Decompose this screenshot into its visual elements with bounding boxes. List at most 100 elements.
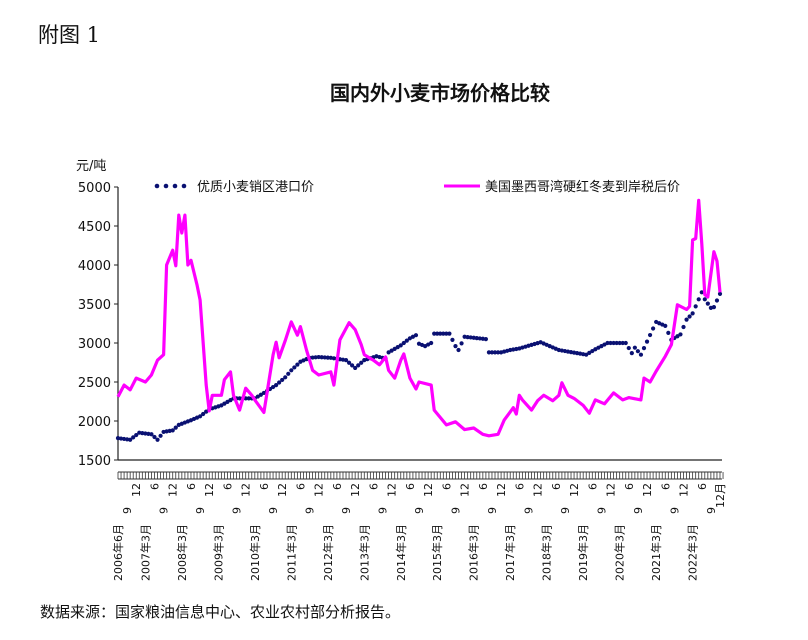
- data-point: [413, 333, 419, 338]
- data-point: [322, 355, 327, 360]
- data-point: [356, 363, 361, 368]
- data-point: [277, 380, 282, 385]
- data-point: [270, 384, 276, 390]
- data-point: [647, 332, 653, 338]
- x-tick-label: 2013年3月: [357, 524, 371, 581]
- x-tick-label: 2020年3月: [613, 524, 627, 581]
- x-tick-label: 9: [705, 507, 718, 514]
- legend-dot: [163, 183, 169, 189]
- data-point: [173, 425, 178, 430]
- data-point: [711, 305, 717, 310]
- x-tick-label: 2021年3月: [649, 524, 663, 581]
- data-point: [316, 354, 321, 360]
- x-tick-label: 9: [267, 507, 280, 514]
- legend-marker-domestic: [154, 183, 187, 189]
- data-point: [444, 331, 449, 336]
- x-tick-label: 12: [422, 483, 435, 497]
- data-point: [474, 335, 479, 341]
- x-tick-label: 9: [632, 507, 645, 514]
- x-tick-label: 9: [121, 507, 134, 514]
- x-tick-label: 6: [659, 483, 672, 490]
- data-point: [651, 326, 656, 331]
- x-tick-label: 12: [532, 483, 545, 497]
- data-point: [611, 340, 616, 346]
- data-point: [696, 297, 701, 302]
- x-tick-label: 2018年3月: [540, 524, 554, 581]
- y-axis-ticks: 1500 2000 2500 3000 3500 4000 4500 5000: [78, 181, 118, 469]
- x-tick-label: 12: [605, 483, 618, 497]
- data-point: [489, 350, 495, 355]
- x-tick-label: 6: [294, 483, 307, 490]
- data-point: [681, 324, 686, 330]
- x-tick-label: 9: [304, 507, 317, 514]
- data-point: [204, 409, 209, 414]
- x-tick-label: 9: [450, 507, 463, 514]
- data-point: [663, 323, 668, 328]
- x-tick-label: 12: [167, 483, 180, 497]
- data-point: [644, 339, 650, 344]
- data-point: [605, 340, 610, 346]
- x-tick-label: 12: [459, 483, 472, 497]
- x-tick-label: 9: [668, 507, 681, 514]
- data-point: [310, 355, 315, 360]
- x-tick-label: 12: [313, 483, 326, 497]
- x-tick-label: 12月: [714, 483, 727, 508]
- x-tick-label: 9: [158, 507, 171, 514]
- data-point: [617, 340, 622, 346]
- y-tick-label: 3500: [78, 298, 111, 313]
- x-tick-label: 9: [523, 507, 536, 514]
- legend: 优质小麦销区港口价 美国墨西哥湾硬红冬麦到岸税后价: [154, 179, 680, 195]
- data-point: [404, 338, 409, 343]
- data-point: [684, 317, 689, 322]
- data-point: [398, 343, 403, 348]
- data-point: [675, 334, 680, 339]
- x-tick-label: 12: [386, 483, 399, 497]
- data-point: [620, 340, 625, 346]
- x-tick-label: 6: [331, 483, 344, 490]
- x-tick-label: 6: [404, 483, 417, 490]
- data-point: [447, 331, 452, 336]
- y-axis-label: 元/吨: [76, 159, 106, 174]
- x-tick-label: 6: [550, 483, 563, 490]
- data-point: [228, 398, 233, 403]
- x-tick-label: 2007年3月: [138, 524, 152, 581]
- x-tick-label: 9: [231, 507, 244, 514]
- x-tick-label: 2022年3月: [686, 524, 700, 581]
- x-tick-label: 6: [185, 483, 198, 490]
- data-point: [471, 335, 476, 340]
- x-tick-label: 2012年3月: [321, 524, 335, 581]
- x-tick-label: 6: [586, 483, 599, 490]
- data-point: [286, 371, 291, 376]
- x-tick-label: 6: [149, 483, 162, 490]
- data-point: [456, 347, 461, 353]
- data-point: [261, 390, 267, 396]
- data-point: [289, 368, 294, 373]
- x-tick-label: 12: [349, 483, 362, 497]
- y-tick-label: 4500: [78, 220, 111, 235]
- data-point: [392, 346, 397, 351]
- data-point: [255, 394, 260, 399]
- data-point: [495, 350, 501, 355]
- data-point: [492, 350, 498, 355]
- data-point: [359, 360, 364, 365]
- data-point: [170, 428, 175, 433]
- data-point: [450, 337, 455, 342]
- x-tick-label: 2019年3月: [576, 524, 590, 581]
- data-point: [678, 332, 683, 337]
- series-line-us-gulf-hrw: [116, 198, 722, 438]
- x-tick-label: 9: [559, 507, 572, 514]
- data-point: [459, 341, 464, 346]
- legend-label-us: 美国墨西哥湾硬红冬麦到岸税后价: [485, 179, 680, 195]
- data-point: [131, 435, 136, 440]
- x-tick-label: 9: [595, 507, 608, 514]
- data-point: [429, 340, 434, 346]
- x-tick-label: 12: [678, 483, 691, 497]
- data-point: [638, 352, 644, 357]
- data-point: [462, 334, 467, 339]
- y-tick-label: 2500: [78, 376, 111, 391]
- data-point: [666, 330, 671, 335]
- x-tick-label: 12: [130, 483, 143, 497]
- data-point: [438, 331, 443, 336]
- figure-label: 附图 1: [38, 23, 100, 47]
- legend-label-domestic: 优质小麦销区港口价: [197, 180, 314, 195]
